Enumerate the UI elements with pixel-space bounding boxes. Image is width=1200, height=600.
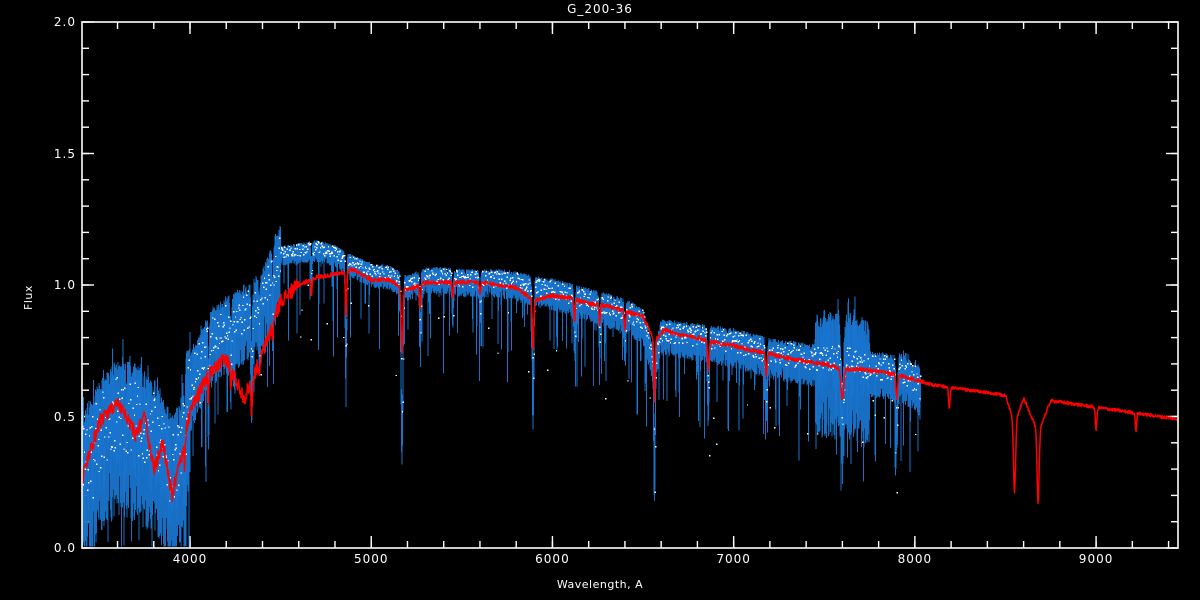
page-title: G_200-36 [567, 2, 633, 16]
y-tick-label: 1.5 [53, 146, 76, 161]
y-tick-label: 2.0 [53, 15, 76, 29]
x-tick-label: 7000 [716, 552, 751, 566]
x-tick-label: 8000 [897, 552, 933, 566]
plot-frame [81, 21, 1179, 549]
y-tick-label: 1.0 [53, 278, 76, 292]
x-tick-label: 5000 [353, 552, 389, 566]
x-tick-label: 9000 [1078, 552, 1114, 566]
x-tick-label: 6000 [535, 552, 570, 566]
x-tick-label: 4000 [172, 552, 208, 566]
y-tick-label: 0.0 [53, 541, 76, 555]
x-axis-label: Wavelength, A [556, 578, 644, 591]
y-tick-label: 0.5 [53, 409, 76, 424]
series-model-spectrum [81, 266, 1179, 505]
